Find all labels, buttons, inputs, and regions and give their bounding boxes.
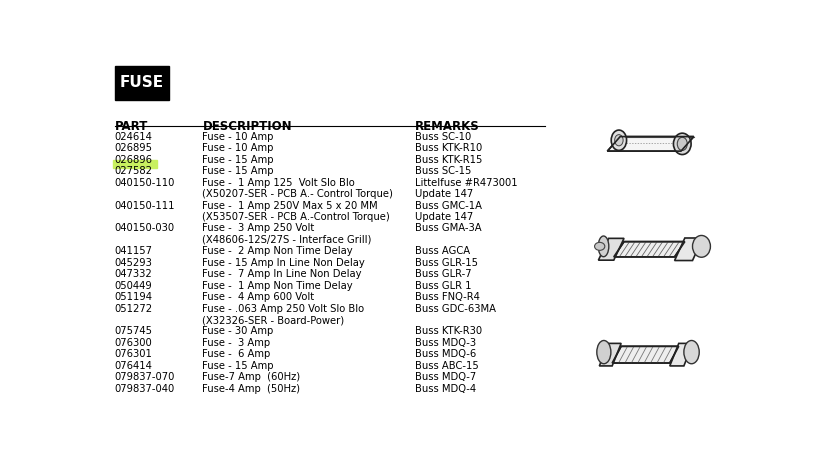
Text: 076414: 076414	[115, 361, 153, 371]
Text: 079837-040: 079837-040	[115, 384, 175, 394]
Text: Buss ABC-15: Buss ABC-15	[415, 361, 479, 371]
Text: Buss SC-10: Buss SC-10	[415, 132, 472, 142]
Text: Littelfuse #R473001: Littelfuse #R473001	[415, 177, 518, 188]
Text: Fuse - 15 Amp In Line Non Delay: Fuse - 15 Amp In Line Non Delay	[202, 258, 365, 268]
Ellipse shape	[692, 236, 710, 257]
Text: (X32326-SER - Board-Power): (X32326-SER - Board-Power)	[202, 315, 344, 325]
Text: 051194: 051194	[115, 292, 153, 302]
Text: Fuse -  1 Amp Non Time Delay: Fuse - 1 Amp Non Time Delay	[202, 281, 353, 291]
Text: Fuse -  4 Amp 600 Volt: Fuse - 4 Amp 600 Volt	[202, 292, 315, 302]
Text: 079837-070: 079837-070	[115, 372, 175, 382]
Text: Update 147: Update 147	[415, 189, 473, 199]
Text: Fuse-7 Amp  (60Hz): Fuse-7 Amp (60Hz)	[202, 372, 301, 382]
Text: Buss SC-15: Buss SC-15	[415, 166, 472, 176]
Text: 024614: 024614	[115, 132, 153, 142]
Text: REMARKS: REMARKS	[415, 120, 480, 133]
Text: Buss MDQ-7: Buss MDQ-7	[415, 372, 477, 382]
Text: Fuse - 15 Amp: Fuse - 15 Amp	[202, 166, 274, 176]
Text: Buss KTK-R30: Buss KTK-R30	[415, 327, 482, 337]
Text: 026896: 026896	[115, 155, 153, 165]
Text: Buss KTK-R15: Buss KTK-R15	[415, 155, 482, 165]
FancyBboxPatch shape	[113, 160, 157, 168]
Text: (X50207-SER - PCB A.- Control Torque): (X50207-SER - PCB A.- Control Torque)	[202, 189, 393, 199]
Text: Fuse-4 Amp  (50Hz): Fuse-4 Amp (50Hz)	[202, 384, 301, 394]
Ellipse shape	[597, 340, 611, 364]
Polygon shape	[675, 238, 703, 261]
Text: Fuse -  6 Amp: Fuse - 6 Amp	[202, 349, 271, 359]
Text: 075745: 075745	[115, 327, 153, 337]
Text: Buss GLR 1: Buss GLR 1	[415, 281, 472, 291]
Ellipse shape	[611, 130, 627, 151]
Text: 026895: 026895	[115, 143, 153, 153]
Text: Update 147: Update 147	[415, 212, 473, 222]
Text: Fuse - 30 Amp: Fuse - 30 Amp	[202, 327, 273, 337]
Text: (X48606-12S/27S - Interface Grill): (X48606-12S/27S - Interface Grill)	[202, 235, 372, 245]
Text: Fuse -  1 Amp 250V Max 5 x 20 MM: Fuse - 1 Amp 250V Max 5 x 20 MM	[202, 201, 378, 211]
Text: Fuse -  2 Amp Non Time Delay: Fuse - 2 Amp Non Time Delay	[202, 246, 353, 256]
Polygon shape	[670, 344, 693, 366]
Text: PART: PART	[115, 120, 148, 133]
Text: Buss MDQ-3: Buss MDQ-3	[415, 338, 476, 348]
Text: 076300: 076300	[115, 338, 153, 348]
Ellipse shape	[615, 135, 623, 146]
Text: Fuse - .063 Amp 250 Volt Slo Blo: Fuse - .063 Amp 250 Volt Slo Blo	[202, 303, 364, 313]
Text: FUSE: FUSE	[120, 76, 164, 91]
Text: Fuse -  3 Amp: Fuse - 3 Amp	[202, 338, 271, 348]
Text: Fuse - 10 Amp: Fuse - 10 Amp	[202, 143, 274, 153]
Text: 040150-110: 040150-110	[115, 177, 175, 188]
Ellipse shape	[598, 236, 609, 257]
Polygon shape	[598, 238, 624, 260]
Text: Buss KTK-R10: Buss KTK-R10	[415, 143, 482, 153]
Ellipse shape	[684, 340, 700, 364]
Text: Buss MDQ-6: Buss MDQ-6	[415, 349, 477, 359]
Text: (X53507-SER - PCB A.-Control Torque): (X53507-SER - PCB A.-Control Torque)	[202, 212, 390, 222]
Polygon shape	[607, 136, 694, 151]
Ellipse shape	[673, 133, 691, 154]
Text: 041157: 041157	[115, 246, 153, 256]
Text: Buss GLR-7: Buss GLR-7	[415, 269, 472, 279]
Text: Buss GDC-63MA: Buss GDC-63MA	[415, 303, 496, 313]
Text: 076301: 076301	[115, 349, 153, 359]
Text: Buss GMA-3A: Buss GMA-3A	[415, 223, 482, 234]
Text: 050449: 050449	[115, 281, 153, 291]
Text: Fuse - 15 Amp: Fuse - 15 Amp	[202, 361, 274, 371]
Text: Fuse - 15 Amp: Fuse - 15 Amp	[202, 155, 274, 165]
Text: 045293: 045293	[115, 258, 153, 268]
Text: Fuse -  7 Amp In Line Non Delay: Fuse - 7 Amp In Line Non Delay	[202, 269, 362, 279]
Text: Fuse - 10 Amp: Fuse - 10 Amp	[202, 132, 274, 142]
Text: 051272: 051272	[115, 303, 153, 313]
Text: Buss AGCA: Buss AGCA	[415, 246, 470, 256]
Polygon shape	[612, 346, 679, 363]
Polygon shape	[600, 344, 621, 366]
Text: DESCRIPTION: DESCRIPTION	[202, 120, 292, 133]
Text: 040150-030: 040150-030	[115, 223, 175, 234]
Text: Fuse -  1 Amp 125  Volt Slo Blo: Fuse - 1 Amp 125 Volt Slo Blo	[202, 177, 355, 188]
Text: 040150-111: 040150-111	[115, 201, 175, 211]
Text: Buss MDQ-4: Buss MDQ-4	[415, 384, 476, 394]
Text: Buss GLR-15: Buss GLR-15	[415, 258, 478, 268]
FancyBboxPatch shape	[115, 66, 169, 100]
Polygon shape	[614, 242, 685, 257]
Text: 027582: 027582	[115, 166, 153, 176]
Ellipse shape	[595, 242, 605, 250]
Text: Fuse -  3 Amp 250 Volt: Fuse - 3 Amp 250 Volt	[202, 223, 315, 234]
Ellipse shape	[677, 137, 687, 151]
Text: 047332: 047332	[115, 269, 153, 279]
Text: Buss GMC-1A: Buss GMC-1A	[415, 201, 482, 211]
Text: Buss FNQ-R4: Buss FNQ-R4	[415, 292, 480, 302]
